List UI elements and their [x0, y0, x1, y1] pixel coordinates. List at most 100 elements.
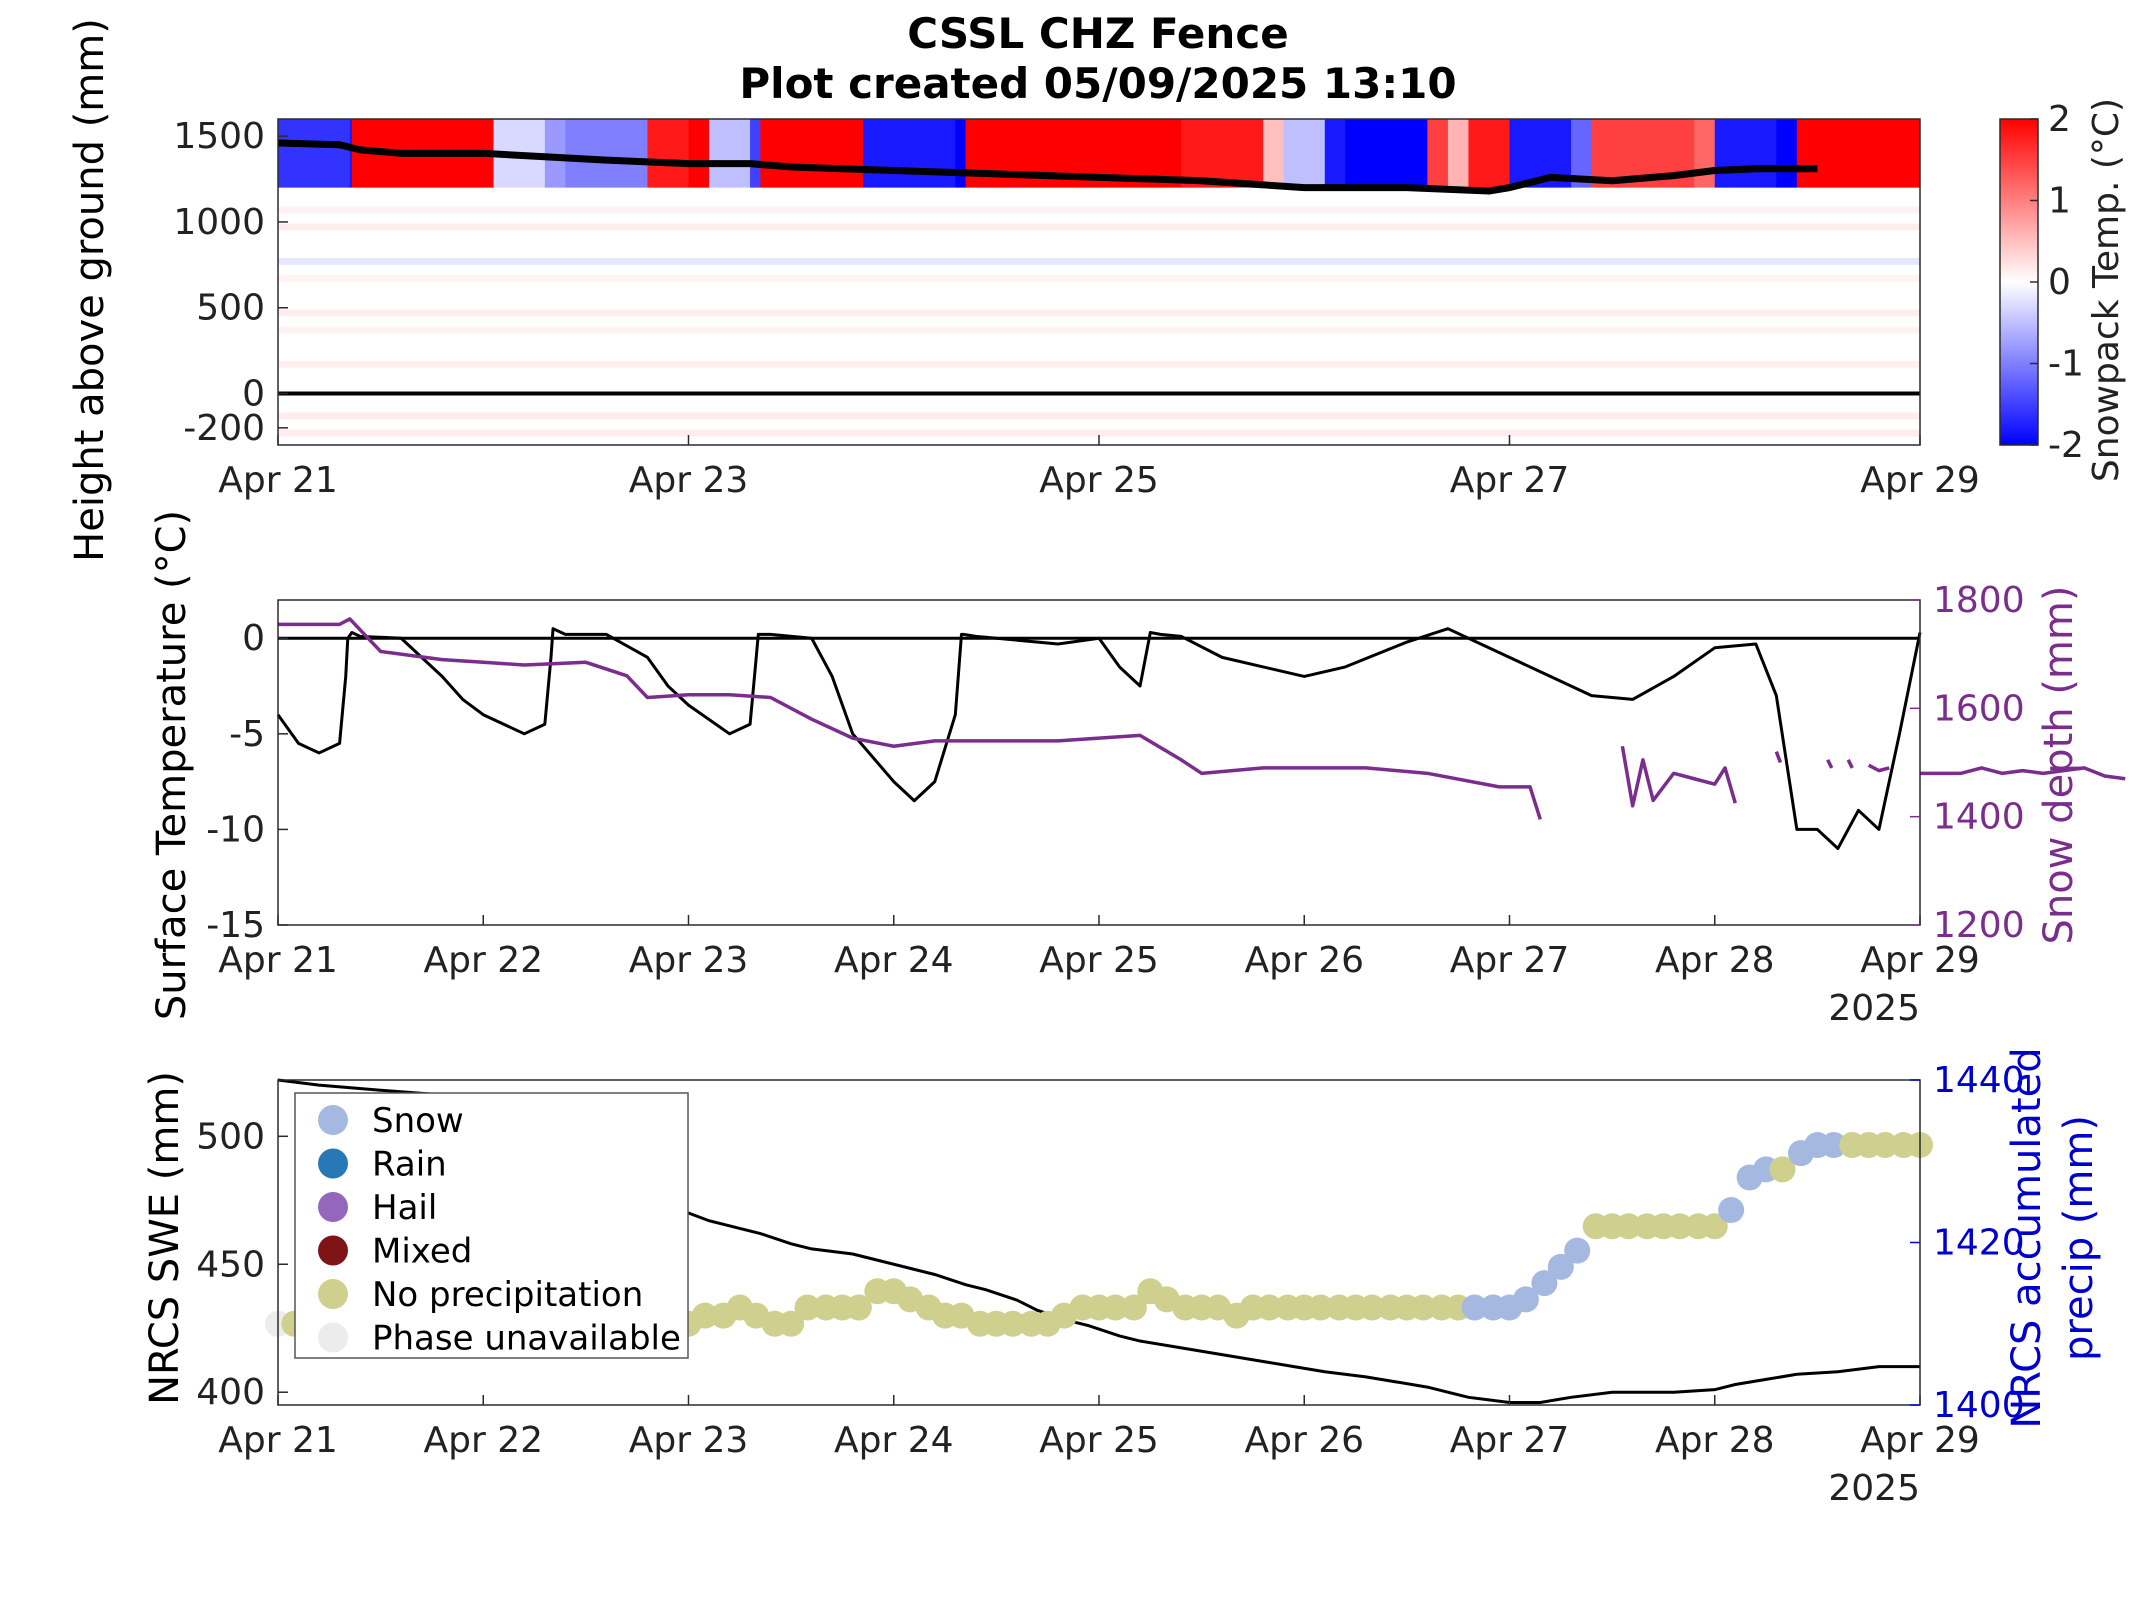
p3-ytick-label-2: 500 — [196, 1116, 265, 1157]
p1-ytick-label-0: -200 — [183, 408, 265, 449]
snow-depth-segment-0 — [278, 617, 1542, 820]
panel-swe: 400 450 500 1400 1420 1440 Apr 21 Apr 22 Apr 23 A… — [142, 1047, 2102, 1509]
heatmap-layer-3 — [278, 275, 1920, 282]
legend-label-1: Rain — [372, 1145, 447, 1185]
snow-surface-height-line — [277, 139, 1818, 195]
title-line-1: CSSL CHZ Fence — [907, 9, 1288, 58]
p1-xtick-label-4: Apr 29 — [1860, 460, 1980, 501]
p2-xtick-label-2: Apr 23 — [629, 940, 749, 981]
legend-marker-4 — [318, 1279, 348, 1309]
heatmap-band-cell-17 — [1181, 119, 1264, 188]
heatmap-layer-2 — [278, 257, 1920, 265]
snow-depth-segment-3 — [1826, 759, 1834, 769]
heatmap-band-cell-12 — [852, 119, 864, 188]
colorbar-label: Snowpack Temp. (°C) — [2086, 98, 2127, 482]
heatmap-band-cell-29 — [1714, 119, 1777, 188]
precip-point-34 — [845, 1294, 872, 1321]
p2-xtick-label-5: Apr 26 — [1244, 940, 1364, 981]
snow-depth-segment-4 — [1846, 759, 1854, 769]
precip-point-79 — [1615, 1213, 1642, 1240]
panel-2-series — [276, 617, 2126, 851]
legend-marker-1 — [318, 1148, 348, 1179]
panel-2-ylabel: Surface Temperature (°C) — [149, 510, 195, 1020]
precip-point-70 — [1461, 1294, 1488, 1321]
heatmap-band-cell-22 — [1427, 119, 1449, 188]
precip-point-75 — [1547, 1253, 1574, 1280]
heatmap-band-cell-32 — [1878, 119, 1921, 188]
p3-xtick-label-5: Apr 26 — [1244, 1420, 1364, 1461]
legend-marker-2 — [318, 1192, 348, 1222]
heatmap-layer-5 — [278, 326, 1920, 334]
precip-point-94 — [1872, 1132, 1899, 1158]
heatmap-band-cell-26 — [1571, 119, 1593, 188]
heatmap-band-cell-23 — [1447, 119, 1469, 188]
panel-2-bg — [278, 600, 1920, 925]
p1-xtick-label-2: Apr 25 — [1039, 460, 1159, 501]
panel-3-year-label: 2025 — [1828, 1468, 1920, 1509]
precip-point-30 — [778, 1310, 805, 1337]
snow-depth-segment-2 — [1774, 751, 1783, 764]
p2-rtick-label-3: 1800 — [1933, 580, 2025, 621]
p2-xtick-label-4: Apr 25 — [1039, 940, 1159, 981]
p2-ytick-label-0: -15 — [206, 905, 265, 946]
legend-box — [294, 1092, 689, 1359]
precip-point-85 — [1718, 1197, 1745, 1223]
p2-rtick-label-1: 1400 — [1933, 797, 2025, 838]
heatmap-layer-0 — [278, 206, 1920, 214]
heatmap-band-cell-5 — [544, 119, 566, 188]
p3-xtick-label-8: Apr 29 — [1860, 1420, 1980, 1461]
precip-point-67 — [1410, 1294, 1437, 1321]
legend-label-3: Mixed — [372, 1232, 472, 1272]
legend-marker-3 — [318, 1235, 348, 1266]
heatmap-band-cell-19 — [1283, 119, 1326, 188]
p1-ytick-label-2: 500 — [196, 288, 265, 329]
heatmap-band-cell-21 — [1345, 119, 1428, 188]
p3-xtick-label-2: Apr 23 — [629, 1420, 749, 1461]
p3-xtick-label-0: Apr 21 — [218, 1420, 338, 1461]
p3-xtick-label-4: Apr 25 — [1039, 1420, 1159, 1461]
heatmap-band-cell-0 — [278, 119, 351, 188]
panel-surface-temp: -15 -10 -5 0 1200 1400 1600 1800 Apr 21 Apr 22 Apr… — [149, 510, 2126, 1029]
precip-point-73 — [1512, 1286, 1539, 1313]
p2-ytick-label-1: -10 — [206, 809, 265, 850]
heatmap-layer-4 — [278, 309, 1920, 317]
heatmap-layer-8 — [278, 429, 1920, 437]
surface-temperature-line — [276, 627, 1922, 851]
legend-label-5: Phase unavailable — [372, 1319, 681, 1359]
colorbar-tick-label-0: 2 — [2048, 99, 2071, 140]
legend-marker-0 — [318, 1105, 348, 1135]
heatmap-band-cell-7 — [647, 119, 689, 188]
precip-point-50 — [1120, 1294, 1147, 1321]
precip-point-88 — [1769, 1156, 1796, 1183]
p2-xtick-label-8: Apr 29 — [1860, 940, 1980, 981]
p2-ytick-label-2: -5 — [229, 714, 265, 755]
heatmap-band-cell-16 — [1160, 119, 1182, 188]
p1-xtick-label-3: Apr 27 — [1450, 460, 1570, 501]
precip-point-58 — [1256, 1294, 1283, 1321]
p2-ytick-label-3: 0 — [242, 618, 265, 659]
precip-point-64 — [1358, 1294, 1385, 1321]
p3-xtick-label-3: Apr 24 — [834, 1420, 954, 1461]
snow-depth-segment-5 — [1867, 763, 1890, 773]
panel-3-ylabel-right-line-2: precip (mm) — [2056, 1115, 2102, 1361]
precip-point-43 — [999, 1310, 1026, 1337]
legend-marker-5 — [318, 1322, 348, 1353]
heatmap-band-cell-24 — [1468, 119, 1510, 188]
p2-xtick-label-7: Apr 28 — [1655, 940, 1775, 981]
p2-rtick-label-2: 1600 — [1933, 688, 2025, 729]
precip-point-49 — [1102, 1294, 1129, 1321]
panel-2-ticks: -15 -10 -5 0 1200 1400 1600 1800 Apr 21 Apr 22 Apr… — [206, 580, 2024, 981]
heatmap-layer-6 — [278, 360, 1920, 368]
colorbar: 2 1 0 -1 -2 — [1999, 99, 2084, 466]
swe-line — [277, 1078, 1920, 1404]
heatmap-band-cell-8 — [688, 119, 710, 188]
heatmap-band-cell-30 — [1776, 119, 1798, 188]
heatmap-band-cell-14 — [955, 119, 967, 188]
heatmap-layer-7 — [278, 412, 1920, 420]
legend-label-0: Snow — [372, 1101, 464, 1141]
heatmap-band-cell-9 — [709, 119, 751, 188]
heatmap-band-cell-1 — [349, 119, 353, 188]
